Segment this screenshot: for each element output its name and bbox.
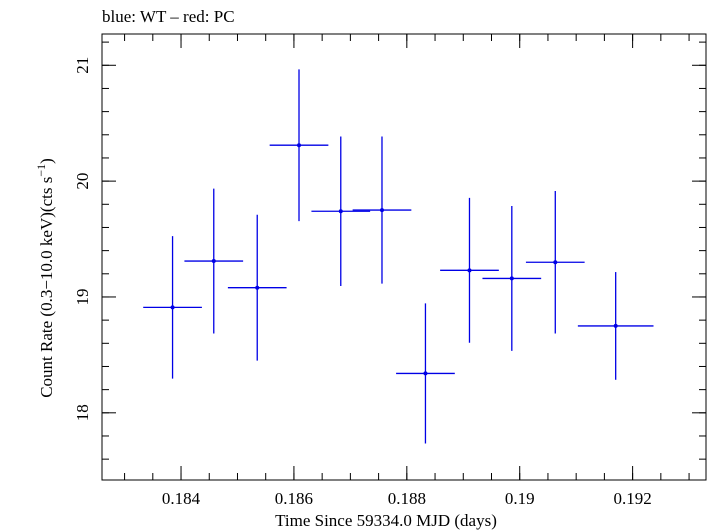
- data-point: [440, 197, 499, 343]
- point-marker: [423, 371, 428, 376]
- plot-frame: [101, 33, 707, 481]
- y-tick-label: 20: [73, 173, 92, 190]
- point-marker: [338, 209, 343, 214]
- x-axis-title: Time Since 59334.0 MJD (days): [275, 511, 497, 530]
- data-point: [577, 272, 654, 380]
- y-axis-ticks: [102, 41, 706, 460]
- x-tick-label: 0.184: [162, 489, 201, 508]
- chart-title: blue: WT – red: PC: [102, 7, 235, 26]
- point-marker: [379, 208, 384, 213]
- y-axis-title: Count Rate (0.3−10.0 keV)(cts s−1): [34, 158, 56, 398]
- data-point: [311, 136, 371, 286]
- point-marker: [509, 276, 514, 281]
- data-point: [269, 69, 329, 222]
- data-point: [184, 188, 244, 334]
- y-axis-title-unit-exponent: −1: [34, 164, 48, 177]
- point-marker: [255, 285, 260, 290]
- x-tick-label: 0.188: [388, 489, 426, 508]
- point-marker: [467, 268, 472, 273]
- point-marker: [297, 143, 302, 148]
- y-tick-label: 18: [73, 404, 92, 421]
- point-marker: [553, 260, 558, 265]
- point-marker: [170, 305, 175, 310]
- x-axis-ticks: [124, 34, 690, 480]
- y-tick-label: 21: [73, 57, 92, 74]
- data-point: [227, 214, 287, 361]
- point-marker: [613, 323, 618, 328]
- data-points: [143, 69, 654, 444]
- data-point: [352, 136, 412, 284]
- y-axis-title-main: Count Rate (0.3−10.0 keV)(cts s: [37, 177, 56, 398]
- x-tick-label: 0.186: [275, 489, 313, 508]
- x-axis-tick-labels: 0.184 0.186 0.188 0.19 0.192: [162, 489, 652, 508]
- data-point: [482, 206, 542, 351]
- y-axis-tick-labels: 18 19 20 21: [73, 57, 92, 422]
- y-tick-label: 19: [73, 288, 92, 305]
- x-tick-label: 0.19: [505, 489, 535, 508]
- x-tick-label: 0.192: [613, 489, 651, 508]
- point-marker: [211, 259, 216, 264]
- data-point: [396, 303, 455, 444]
- data-point: [143, 236, 202, 379]
- y-axis-title-close: ): [37, 158, 56, 164]
- data-point: [525, 190, 585, 334]
